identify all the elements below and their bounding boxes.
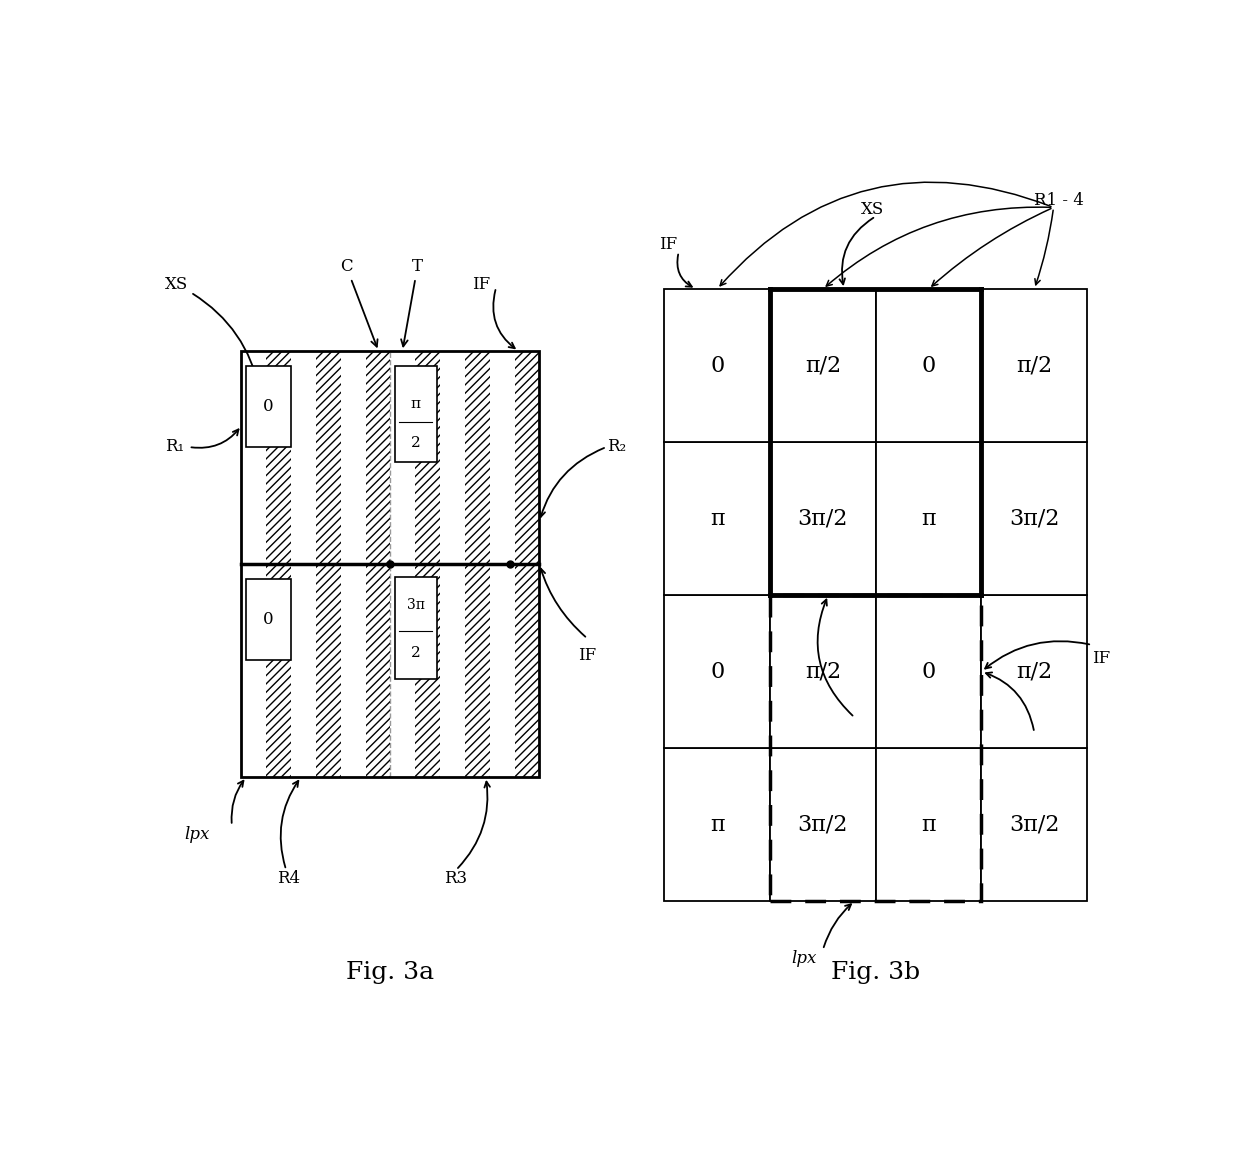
Bar xyxy=(875,748,982,901)
Bar xyxy=(341,564,366,776)
Bar xyxy=(394,577,436,679)
Bar xyxy=(770,442,875,596)
Bar xyxy=(242,351,267,564)
Bar xyxy=(515,564,539,776)
Text: π: π xyxy=(921,508,936,530)
Text: π/2: π/2 xyxy=(805,660,841,683)
Bar xyxy=(267,351,291,564)
Bar xyxy=(515,351,539,564)
Bar xyxy=(242,564,267,776)
Bar xyxy=(366,564,391,776)
Bar xyxy=(316,351,341,564)
Bar xyxy=(770,289,875,442)
Text: IF: IF xyxy=(1092,650,1110,667)
Bar xyxy=(291,351,316,564)
Text: IF: IF xyxy=(472,276,490,293)
Text: 3π/2: 3π/2 xyxy=(797,508,848,530)
Bar xyxy=(875,289,982,442)
Bar xyxy=(465,564,490,776)
Text: R₂: R₂ xyxy=(606,439,626,455)
Text: R1 - 4: R1 - 4 xyxy=(1034,191,1084,209)
Text: 0: 0 xyxy=(921,355,936,377)
Text: π/2: π/2 xyxy=(805,355,841,377)
Text: π/2: π/2 xyxy=(1017,355,1053,377)
Text: R₁: R₁ xyxy=(165,439,184,455)
Text: 2: 2 xyxy=(410,646,420,660)
Bar xyxy=(875,442,982,596)
Bar xyxy=(665,596,770,748)
Bar xyxy=(465,351,490,564)
Bar xyxy=(465,351,490,564)
Bar xyxy=(490,351,515,564)
Text: Fig. 3b: Fig. 3b xyxy=(831,961,920,984)
Bar xyxy=(982,442,1087,596)
Bar xyxy=(316,351,341,564)
Bar xyxy=(665,289,770,442)
Text: 0: 0 xyxy=(263,397,274,415)
Bar xyxy=(665,748,770,901)
Text: 0: 0 xyxy=(711,355,724,377)
Bar xyxy=(440,564,465,776)
Bar xyxy=(246,579,290,660)
Bar xyxy=(246,366,290,447)
Text: XS: XS xyxy=(165,276,262,391)
Bar xyxy=(242,351,539,776)
Text: R4: R4 xyxy=(278,871,300,887)
Text: lpx: lpx xyxy=(184,826,210,843)
Bar xyxy=(982,289,1087,442)
Text: Fig. 3a: Fig. 3a xyxy=(346,961,434,984)
Bar xyxy=(366,564,391,776)
Bar xyxy=(391,564,415,776)
Text: IF: IF xyxy=(578,646,596,664)
Text: 3π/2: 3π/2 xyxy=(797,813,848,835)
Bar xyxy=(415,351,440,564)
Text: π: π xyxy=(921,813,936,835)
Text: T: T xyxy=(401,258,423,347)
Bar xyxy=(770,596,875,748)
Text: 0: 0 xyxy=(263,611,274,628)
Bar xyxy=(267,351,291,564)
Text: π: π xyxy=(711,508,724,530)
Bar xyxy=(291,564,316,776)
Text: π: π xyxy=(711,813,724,835)
Text: 0: 0 xyxy=(921,660,936,683)
Text: 3π/2: 3π/2 xyxy=(1009,508,1059,530)
Text: 3π: 3π xyxy=(407,598,425,613)
Text: R3: R3 xyxy=(444,871,467,887)
Bar xyxy=(316,564,341,776)
Bar xyxy=(515,351,539,564)
Text: 0: 0 xyxy=(711,660,724,683)
Text: 3π/2: 3π/2 xyxy=(1009,813,1059,835)
Text: π/2: π/2 xyxy=(1017,660,1053,683)
Bar xyxy=(875,596,982,748)
Bar xyxy=(394,366,436,462)
Bar xyxy=(440,351,465,564)
Bar xyxy=(366,351,391,564)
Bar xyxy=(267,564,291,776)
Bar xyxy=(415,351,440,564)
Bar xyxy=(391,351,415,564)
Bar xyxy=(665,442,770,596)
Bar xyxy=(515,564,539,776)
Bar xyxy=(465,564,490,776)
Bar xyxy=(415,564,440,776)
Bar xyxy=(267,564,291,776)
Bar xyxy=(982,748,1087,901)
Text: XS: XS xyxy=(862,200,884,218)
Bar xyxy=(770,596,982,901)
Text: π: π xyxy=(410,397,420,411)
Bar xyxy=(341,351,366,564)
Text: IF: IF xyxy=(660,236,678,253)
Text: 2: 2 xyxy=(410,435,420,449)
Bar xyxy=(490,564,515,776)
Bar xyxy=(770,748,875,901)
Bar xyxy=(415,564,440,776)
Text: C: C xyxy=(340,258,377,347)
Bar xyxy=(316,564,341,776)
Bar xyxy=(982,596,1087,748)
Text: lpx: lpx xyxy=(791,950,817,968)
Bar xyxy=(366,351,391,564)
